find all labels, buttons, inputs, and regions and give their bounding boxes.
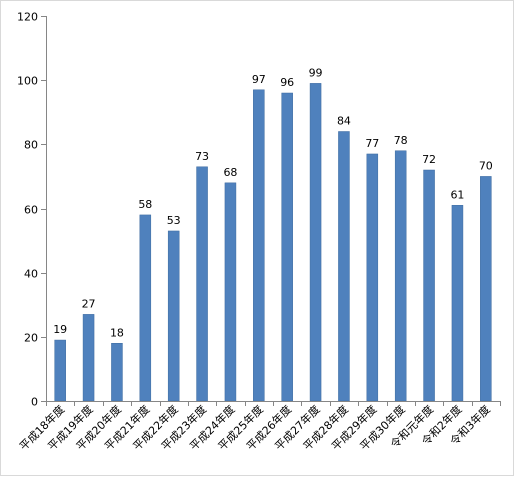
bar: [309, 83, 322, 402]
bar: [451, 205, 464, 402]
bar: [423, 169, 435, 402]
data-label: 99: [309, 66, 323, 79]
data-label: 97: [252, 73, 266, 86]
bars: [54, 83, 492, 402]
bar: [253, 89, 265, 402]
data-label: 72: [422, 153, 436, 166]
data-labels: 19 27 18 58 53 73 68 97 96 99 84 77 78 72 61 70: [53, 66, 493, 339]
y-tick-label: 20: [24, 332, 38, 345]
bar: [139, 214, 152, 402]
data-label: 18: [110, 326, 124, 339]
y-tick-label: 0: [31, 396, 38, 409]
data-label: 77: [365, 137, 379, 150]
x-axis: 平成18年度平成19年度平成20年度平成21年度平成22年度平成23年度平成24…: [16, 401, 501, 453]
bar: [111, 343, 123, 402]
bar: [366, 153, 379, 402]
data-label: 61: [450, 188, 464, 201]
bar: [224, 182, 237, 402]
bar: [54, 339, 66, 402]
data-label: 27: [82, 297, 96, 310]
data-label: 70: [479, 159, 493, 172]
data-label: 78: [394, 134, 408, 147]
y-tick-label: 120: [17, 11, 38, 24]
data-label: 96: [280, 76, 294, 89]
bar: [82, 314, 95, 402]
data-label: 19: [53, 323, 67, 336]
y-axis: 0 20 40 60 80 100 120: [17, 11, 47, 409]
data-label: 68: [223, 166, 237, 179]
bar: [394, 150, 407, 402]
y-tick-label: 60: [24, 204, 38, 217]
bar: [281, 92, 293, 402]
data-label: 73: [195, 150, 209, 163]
bar: [196, 166, 208, 402]
bar: [338, 131, 350, 402]
y-tick-label: 80: [24, 139, 38, 152]
y-tick-label: 100: [17, 75, 38, 88]
y-tick-label: 40: [24, 268, 38, 281]
bar: [480, 176, 492, 402]
bar: [167, 230, 180, 402]
data-label: 58: [138, 198, 152, 211]
data-label: 84: [337, 115, 351, 128]
data-label: 53: [167, 214, 181, 227]
